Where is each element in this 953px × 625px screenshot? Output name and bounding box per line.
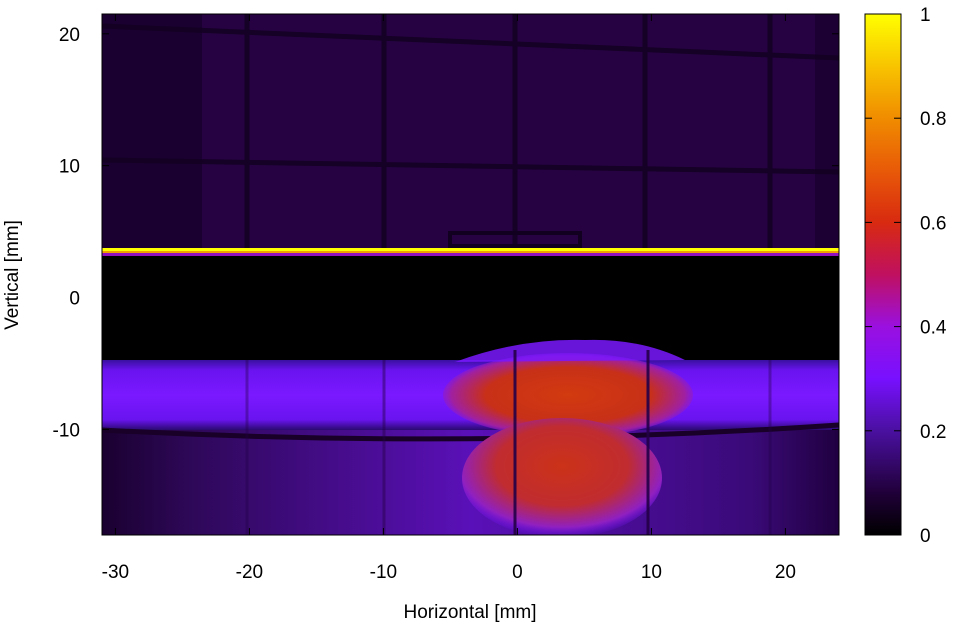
x-tick-label: 20	[775, 562, 796, 583]
central-core-lower	[462, 418, 662, 535]
x-tick-label: -10	[370, 562, 397, 583]
target-holder-outline	[448, 231, 582, 248]
y-axis: -10 0 10 20	[53, 25, 839, 441]
core-top-cap	[455, 339, 685, 362]
bright-edge-line	[102, 248, 839, 251]
y-tick-label: -10	[53, 420, 80, 441]
heatmap-plot-area	[102, 14, 839, 535]
central-dark-gap	[102, 422, 839, 442]
colorbar-tick-label: 0.2	[920, 422, 946, 443]
x-axis: -30 -20 -10 0 10 20	[102, 14, 796, 583]
x-axis-title: Horizontal [mm]	[403, 602, 536, 623]
y-tick-label: 0	[69, 289, 80, 310]
y-axis-title: Vertical [mm]	[2, 220, 23, 330]
bright-edge-line-orange	[102, 251, 839, 253]
y-tick-label: 10	[59, 157, 80, 178]
vertical-seams	[245, 350, 772, 535]
colorbar-tick-label: 0	[920, 526, 931, 547]
colorbar-axis: 0 0.2 0.4 0.6 0.8 1	[865, 5, 947, 547]
upper-left-dark-strip	[102, 14, 202, 250]
upper-right-dark-strip	[815, 14, 839, 250]
upper-background-region	[102, 14, 839, 250]
colorbar-tick-label: 0.4	[920, 318, 947, 339]
colorbar-tick-label: 1	[920, 5, 931, 26]
y-tick-label: 20	[59, 25, 80, 46]
colorbar	[864, 13, 902, 536]
colorbar-tick-label: 0.8	[920, 109, 946, 130]
colorbar-tick-label: 0.6	[920, 213, 946, 234]
x-tick-label: -20	[236, 562, 263, 583]
central-core-upper	[443, 353, 693, 437]
upper-mesh-shadows	[102, 14, 839, 250]
x-tick-label: -30	[102, 562, 129, 583]
plot-frame	[101, 13, 840, 536]
bright-edge-line-purple	[102, 253, 839, 256]
x-tick-label: 0	[512, 562, 523, 583]
x-tick-label: 10	[641, 562, 662, 583]
dark-shadow-band	[102, 256, 839, 362]
